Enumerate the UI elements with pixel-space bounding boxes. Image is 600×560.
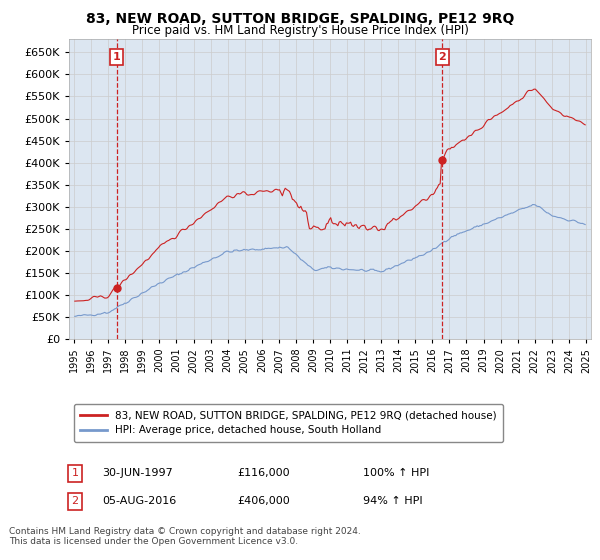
- Text: 05-AUG-2016: 05-AUG-2016: [102, 496, 176, 506]
- Text: 30-JUN-1997: 30-JUN-1997: [102, 468, 173, 478]
- Text: 100% ↑ HPI: 100% ↑ HPI: [363, 468, 430, 478]
- Legend: 83, NEW ROAD, SUTTON BRIDGE, SPALDING, PE12 9RQ (detached house), HPI: Average p: 83, NEW ROAD, SUTTON BRIDGE, SPALDING, P…: [74, 404, 503, 442]
- Text: 1: 1: [71, 468, 79, 478]
- Text: 94% ↑ HPI: 94% ↑ HPI: [363, 496, 422, 506]
- Text: £116,000: £116,000: [237, 468, 290, 478]
- Text: 2: 2: [439, 52, 446, 62]
- Text: 2: 2: [71, 496, 79, 506]
- Text: £406,000: £406,000: [237, 496, 290, 506]
- Text: Price paid vs. HM Land Registry's House Price Index (HPI): Price paid vs. HM Land Registry's House …: [131, 24, 469, 36]
- Text: 83, NEW ROAD, SUTTON BRIDGE, SPALDING, PE12 9RQ: 83, NEW ROAD, SUTTON BRIDGE, SPALDING, P…: [86, 12, 514, 26]
- Text: Contains HM Land Registry data © Crown copyright and database right 2024.
This d: Contains HM Land Registry data © Crown c…: [9, 526, 361, 546]
- Text: 1: 1: [113, 52, 121, 62]
